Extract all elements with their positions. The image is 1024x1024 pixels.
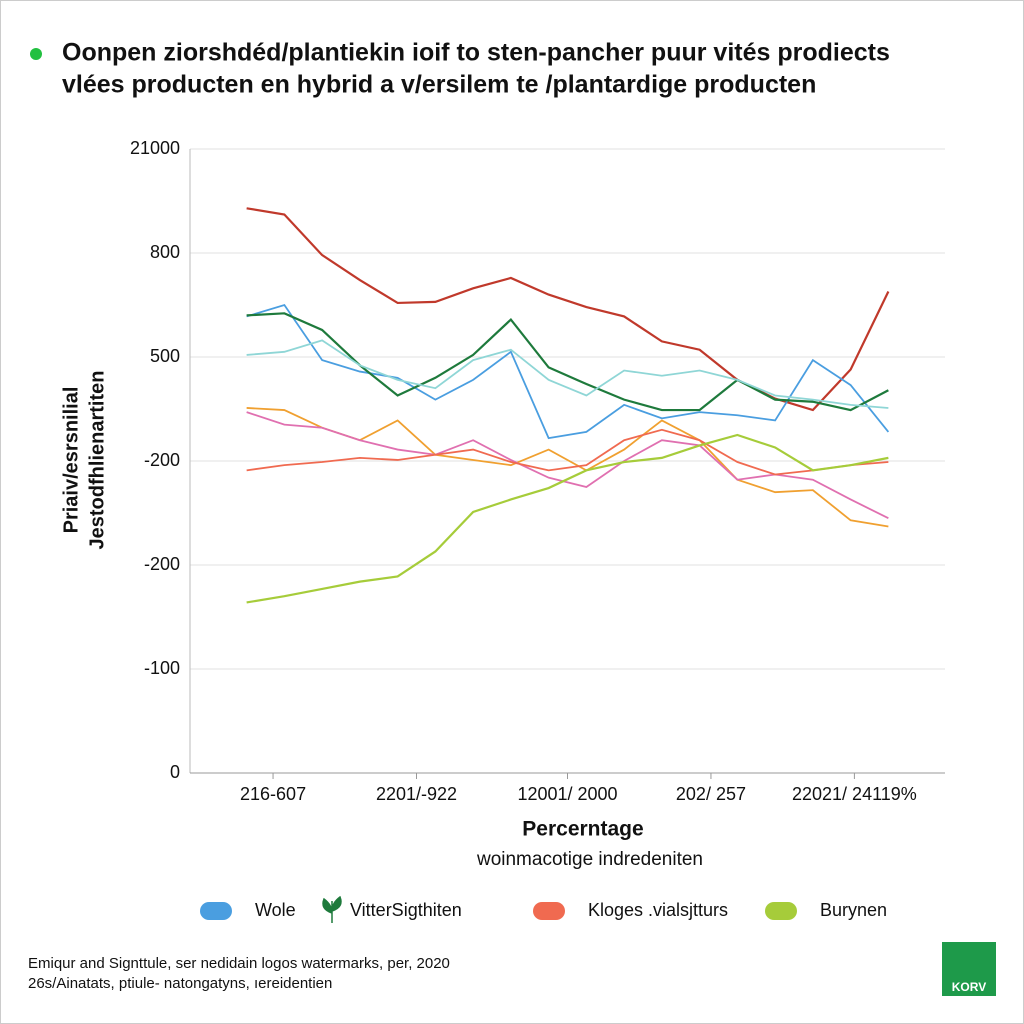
series-line — [246, 339, 889, 409]
y-label-line: Priaiv/esrsnilial — [60, 387, 82, 534]
series-line — [246, 428, 889, 476]
legend-swatch — [765, 902, 797, 920]
y-tick-label: -100 — [144, 658, 180, 678]
legend-swatch — [200, 902, 232, 920]
footer: 26s/Ainatats, ptiule- natongatyns, ıerei… — [28, 975, 332, 992]
footer: Emiqur and Signttule, ser nedidain logos… — [28, 955, 450, 972]
x-label: Percerntage — [522, 818, 643, 841]
x-tick-label: 202/ 257 — [676, 784, 746, 804]
legend-label: Kloges .vialsjtturs — [588, 900, 728, 920]
chart-title: Oonpen ziorshdéd/plantiekin ioif to sten… — [62, 39, 890, 67]
legend-label: VitterSigthiten — [350, 900, 462, 920]
logo-text: KORV — [952, 980, 986, 994]
x-subtitle: woinmacotige indredeniten — [476, 849, 703, 870]
y-label: Priaiv/esrsnilial Jestodfhlienartiten — [60, 371, 108, 550]
x-tick-label: 2201/-922 — [376, 784, 457, 804]
legend-swatch — [533, 902, 565, 920]
y-tick-label: 800 — [150, 242, 180, 262]
y-tick-label: -200 — [144, 554, 180, 574]
x-tick-label: 12001/ 2000 — [517, 784, 617, 804]
series-line — [246, 312, 889, 412]
x-tick-label: 216-607 — [240, 784, 306, 804]
y-tick-label: 21000 — [130, 138, 180, 158]
y-tick-label: -200 — [144, 450, 180, 470]
chart-title: vlées producten en hybrid a v/ersilem te… — [62, 71, 816, 99]
legend-label: Burynen — [820, 900, 887, 920]
y-label-line: Jestodfhlienartiten — [86, 371, 108, 550]
logo — [942, 942, 996, 996]
title-dot — [30, 48, 42, 60]
y-tick-label: 500 — [150, 346, 180, 366]
series-line — [246, 411, 889, 520]
legend-icon — [322, 895, 342, 923]
x-tick-label: 22021/ 24119% — [792, 784, 917, 804]
series-line — [246, 433, 889, 604]
y-tick-label: 0 — [170, 762, 180, 782]
series-line — [246, 303, 890, 440]
legend-label: Wole — [255, 900, 296, 920]
